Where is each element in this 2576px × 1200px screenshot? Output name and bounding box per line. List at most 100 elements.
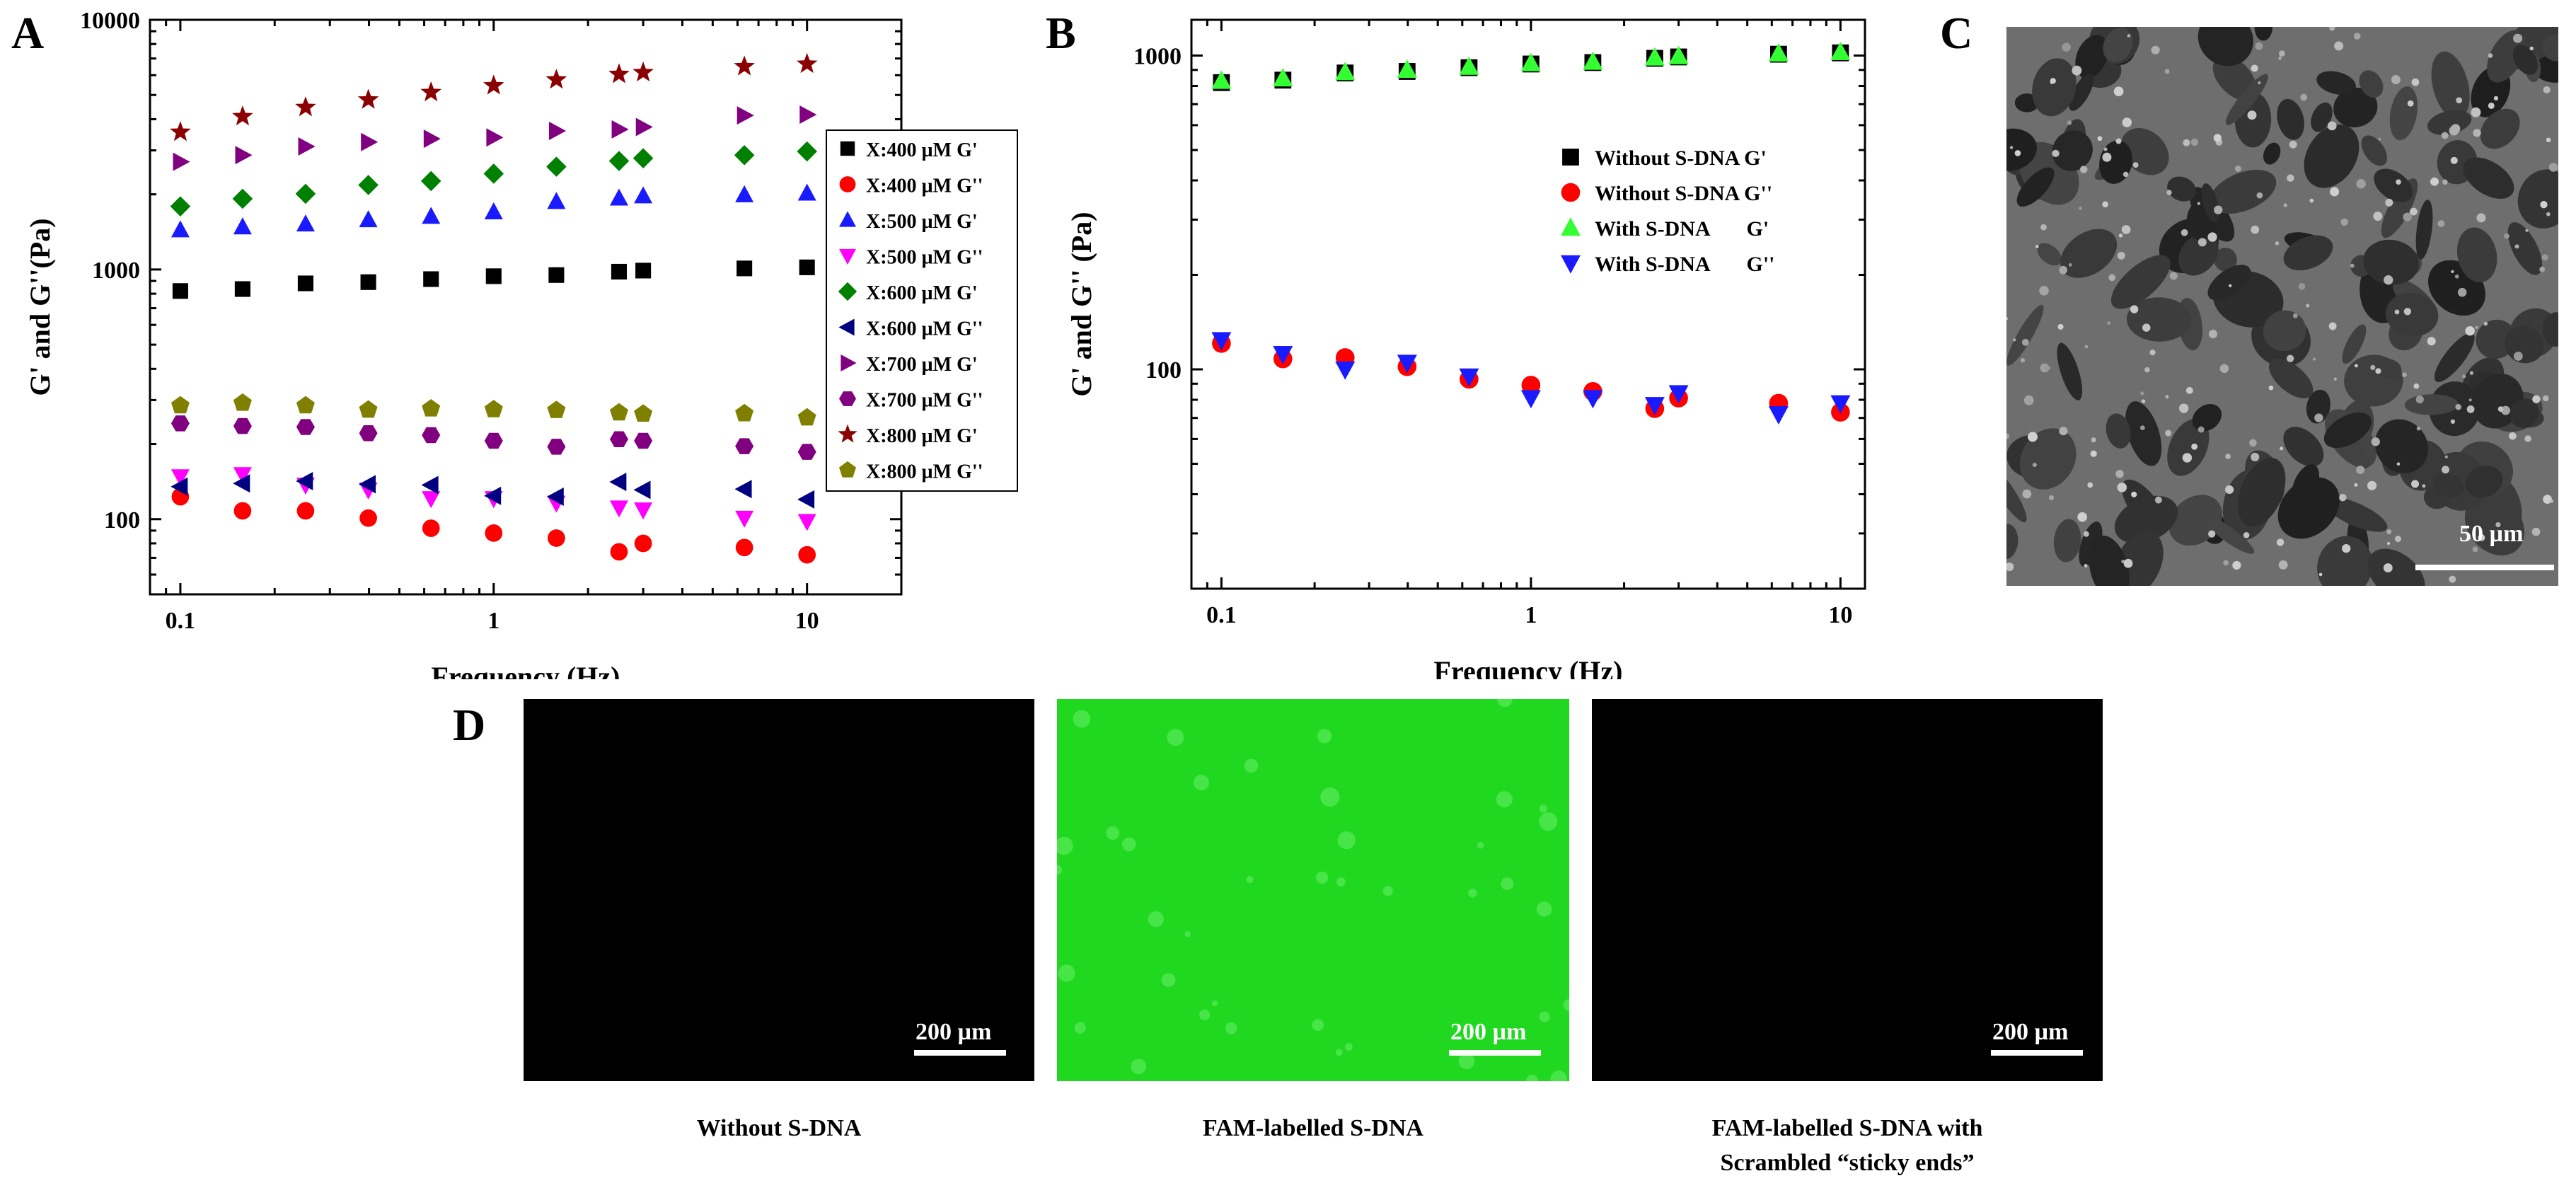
- sem-texture: [2550, 500, 2554, 503]
- legend-label: X:700 µM G'': [866, 390, 983, 412]
- x-axis-label: Frequency (Hz): [1434, 655, 1623, 679]
- sem-pore: [2311, 102, 2333, 132]
- sem-texture: [2367, 480, 2377, 490]
- sem-texture: [2130, 305, 2139, 313]
- sem-texture: [2251, 225, 2260, 234]
- sem-texture: [2391, 75, 2401, 85]
- data-point: [548, 529, 565, 547]
- sem-texture: [2197, 426, 2205, 433]
- sem-pore: [2456, 227, 2497, 283]
- data-point: [422, 491, 441, 509]
- sem-pore: [2323, 412, 2372, 449]
- sem-pore: [2201, 183, 2219, 224]
- data-point: [1273, 345, 1293, 364]
- plot-frame: [149, 18, 903, 596]
- data-point: [296, 214, 315, 232]
- sem-texture: [2090, 450, 2097, 457]
- data-point: [484, 486, 502, 505]
- fluor-image-scrambled: 200 µm: [1592, 699, 2103, 1081]
- data-point: [358, 475, 376, 494]
- sem-pore: [2263, 310, 2306, 352]
- sem-pore: [2361, 135, 2387, 166]
- sem-texture: [2108, 274, 2116, 282]
- sem-pores: [2006, 27, 2558, 586]
- data-point: [547, 439, 566, 455]
- sem-texture: [2117, 483, 2127, 492]
- sem-texture: [2314, 413, 2323, 422]
- sem-texture: [2117, 251, 2125, 260]
- data-point: [608, 63, 630, 83]
- y-axis-label: G' and G'' (Pa): [1065, 212, 1097, 396]
- data-point: [485, 268, 502, 284]
- series-group: [171, 393, 816, 426]
- sem-texture: [2127, 34, 2131, 38]
- sem-texture: [2103, 147, 2108, 151]
- sem-texture: [2014, 150, 2021, 156]
- sem-texture: [2208, 330, 2217, 339]
- data-point: [1335, 361, 1356, 380]
- legend-label: X:600 µM G'': [866, 318, 983, 340]
- sem-pore: [2434, 333, 2475, 382]
- x-tick-label: 10: [795, 608, 819, 634]
- data-point: [796, 52, 818, 74]
- sem-texture: [2451, 270, 2454, 273]
- fluor-speckle: [1225, 1022, 1237, 1034]
- sem-pore: [2374, 359, 2402, 379]
- legend-label: X:700 µM G': [866, 354, 978, 376]
- caption-line: Without S-DNA: [696, 1115, 862, 1141]
- sem-pore: [2254, 27, 2273, 41]
- sem-texture: [2524, 435, 2531, 442]
- sem-texture: [2384, 275, 2393, 285]
- sem-texture: [2077, 512, 2087, 522]
- data-point: [610, 543, 628, 561]
- sem-texture: [2123, 558, 2133, 568]
- sem-texture: [2531, 527, 2541, 536]
- sem-texture: [2430, 177, 2439, 186]
- sem-texture: [2356, 466, 2365, 475]
- data-point: [233, 417, 252, 434]
- sem-pore: [2317, 536, 2373, 586]
- data-point: [797, 490, 815, 509]
- series-group: [171, 415, 816, 460]
- sem-texture: [2283, 203, 2287, 207]
- sem-texture: [2079, 166, 2088, 173]
- sem-texture: [2059, 265, 2067, 275]
- sem-pore: [2006, 128, 2037, 171]
- sem-texture: [2532, 395, 2541, 403]
- data-point: [797, 444, 816, 460]
- data-point: [1211, 70, 1232, 89]
- data-point: [233, 393, 252, 411]
- data-point: [171, 396, 190, 414]
- sem-texture: [2251, 452, 2260, 461]
- sem-texture: [2049, 495, 2055, 500]
- sem-pore: [2069, 74, 2093, 111]
- data-point: [420, 81, 442, 102]
- sem-texture: [2422, 484, 2426, 488]
- sem-texture: [2045, 365, 2051, 371]
- sem-pore: [2192, 404, 2222, 432]
- sem-scale-bar: [2415, 565, 2554, 570]
- sem-pore: [2306, 389, 2330, 424]
- sem-texture: [2115, 470, 2124, 478]
- sem-pore: [2214, 248, 2237, 272]
- sem-texture: [2197, 238, 2207, 247]
- sem-texture: [2006, 317, 2009, 321]
- fluor-speckle: [1074, 1022, 1086, 1034]
- fluor-speckle: [1312, 1019, 1324, 1031]
- sem-pore: [2359, 70, 2384, 98]
- sem-pore: [2367, 548, 2425, 586]
- legend-marker: [839, 461, 856, 478]
- data-point: [797, 408, 816, 426]
- sem-pore: [2342, 324, 2367, 364]
- data-point: [798, 546, 816, 564]
- sem-pore: [2207, 265, 2251, 301]
- sem-texture: [2072, 65, 2082, 76]
- sem-texture: [2115, 138, 2122, 144]
- sem-texture: [2050, 78, 2056, 84]
- sem-pore: [2385, 292, 2439, 337]
- data-point: [737, 260, 753, 277]
- sem-texture: [2258, 81, 2261, 85]
- sem-pore: [2103, 28, 2133, 62]
- sem-texture: [2225, 485, 2234, 495]
- data-point: [361, 132, 379, 151]
